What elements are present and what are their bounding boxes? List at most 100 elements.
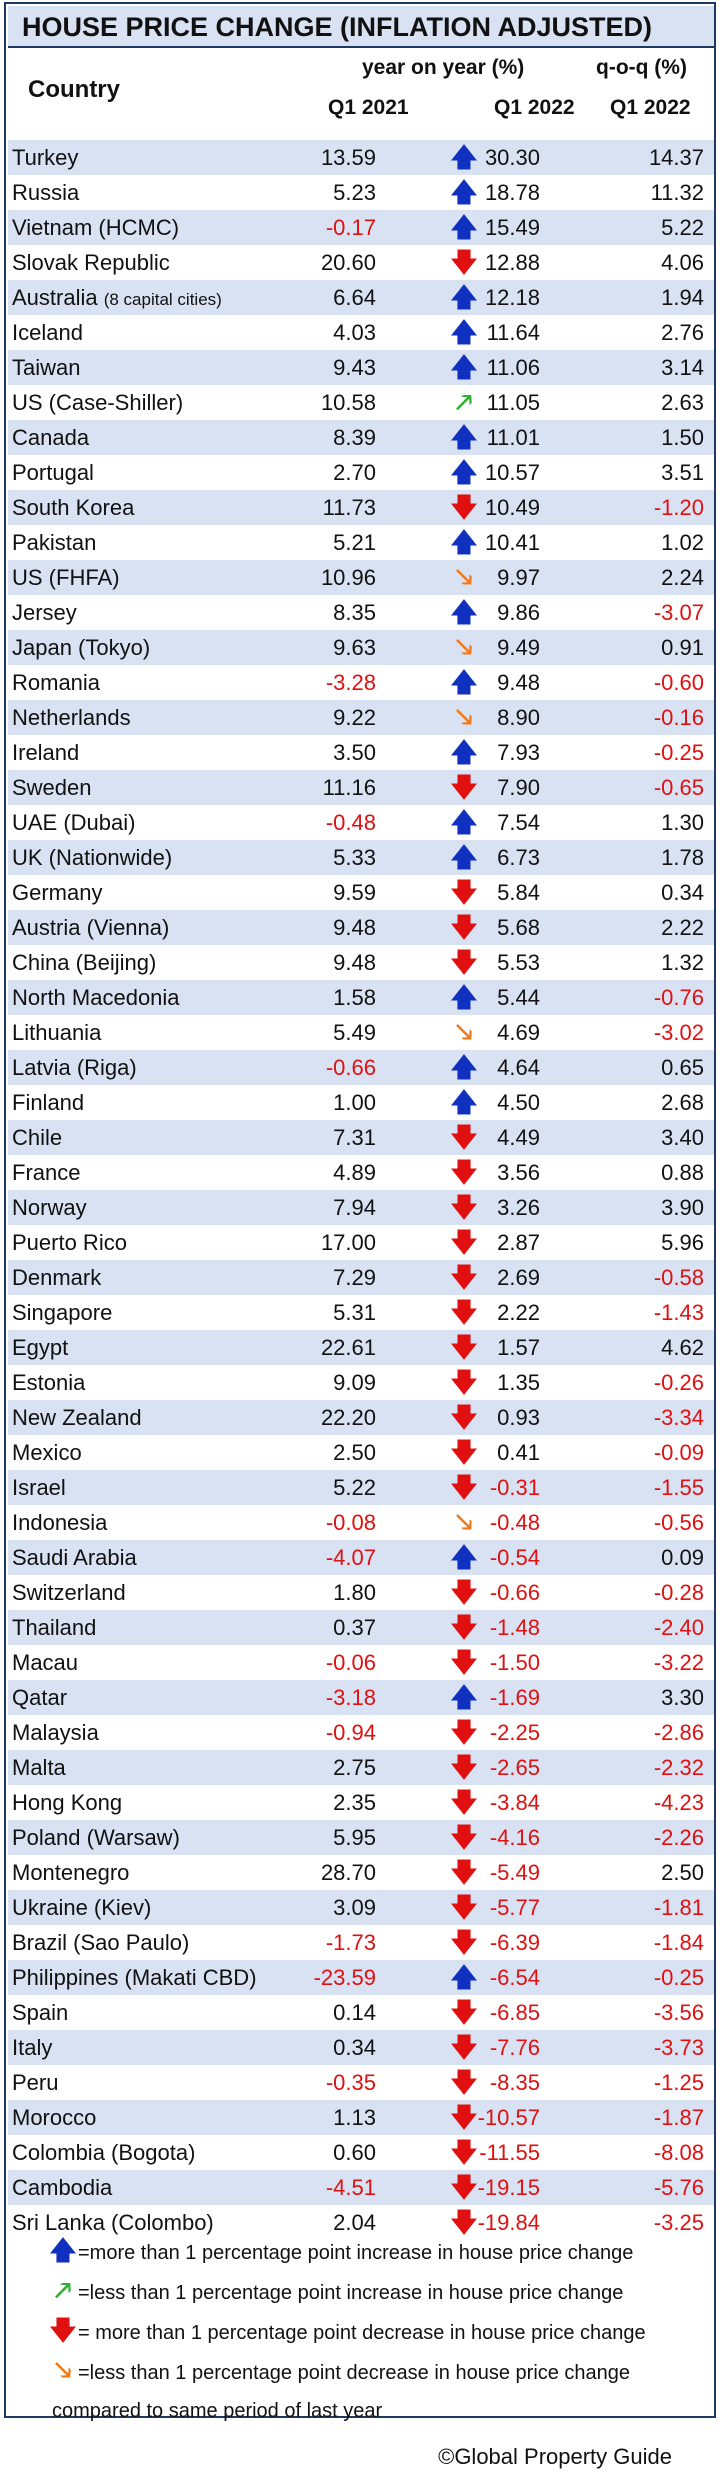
country-name: Israel <box>12 1475 66 1500</box>
arrow-down-icon: 🡇 <box>450 1402 478 1432</box>
country-name: Vietnam (HCMC) <box>12 215 180 240</box>
yoy-2022-cell: 1.35 <box>497 1370 540 1395</box>
country-cell: Ireland <box>12 735 79 770</box>
legend: 🡅=more than 1 percentage point increase … <box>8 2230 714 2422</box>
qoq-cell: 3.40 <box>661 1125 704 1150</box>
arrow-up-icon: 🡅 <box>450 982 478 1012</box>
yoy-2022-cell: 8.90 <box>497 705 540 730</box>
country-name: Germany <box>12 880 103 905</box>
yoy-2021-cell: 11.73 <box>322 495 376 520</box>
table-row: Pakistan 5.21 🡅 10.41 1.02 <box>8 525 714 560</box>
qoq-cell: -0.60 <box>653 670 704 695</box>
yoy-2022-cell: -19.15 <box>477 2175 540 2200</box>
arrow-down-icon: 🡇 <box>450 1717 478 1747</box>
arrow-up-icon: 🡅 <box>450 457 478 487</box>
yoy-2021-cell: 0.34 <box>333 2035 376 2060</box>
yoy-2022-cell: -7.76 <box>489 2035 540 2060</box>
yoy-2022-cell: 0.41 <box>497 1440 540 1465</box>
header-q1-2021: Q1 2021 <box>328 96 409 119</box>
country-name: South Korea <box>12 495 135 520</box>
country-cell: South Korea <box>12 490 134 525</box>
table-row: UK (Nationwide) 5.33 🡅 6.73 1.78 <box>8 840 714 875</box>
arrow-down-icon: 🡇 <box>49 2315 77 2345</box>
country-name: Russia <box>12 180 80 205</box>
arrow-down-right-icon: 🡖 <box>455 632 473 662</box>
arrow-down-icon: 🡇 <box>450 1647 478 1677</box>
country-cell: Philippines (Makati CBD) <box>12 1960 257 1995</box>
country-cell: Taiwan <box>12 350 80 385</box>
country-cell: China (Beijing) <box>12 945 156 980</box>
legend-label-slight-down: =less than 1 percentage point decrease i… <box>78 2362 631 2384</box>
country-cell: Denmark <box>12 1260 101 1295</box>
yoy-2021-cell: 28.70 <box>320 1860 376 1885</box>
arrow-down-icon: 🡇 <box>450 2207 478 2237</box>
yoy-2021-cell: -0.35 <box>325 2070 376 2095</box>
country-cell: Thailand <box>12 1610 96 1645</box>
table-row: Ireland 3.50 🡅 7.93 -0.25 <box>8 735 714 770</box>
table-row: Austria (Vienna) 9.48 🡇 5.68 2.22 <box>8 910 714 945</box>
qoq-cell: -2.26 <box>653 1825 704 1850</box>
qoq-cell: -2.40 <box>653 1615 704 1640</box>
country-cell: Mexico <box>12 1435 82 1470</box>
country-cell: Norway <box>12 1190 87 1225</box>
yoy-2021-cell: -4.51 <box>325 2175 376 2200</box>
country-name: UAE (Dubai) <box>12 810 136 835</box>
country-cell: Hong Kong <box>12 1785 122 1820</box>
country-cell: Malaysia <box>12 1715 99 1750</box>
yoy-2021-cell: 3.50 <box>333 740 376 765</box>
yoy-2021-cell: -4.07 <box>325 1545 376 1570</box>
country-name: Estonia <box>12 1370 86 1395</box>
yoy-2022-cell: -6.54 <box>489 1965 540 1990</box>
yoy-2022-cell: -0.54 <box>489 1545 540 1570</box>
arrow-down-icon: 🡇 <box>450 2032 478 2062</box>
qoq-cell: 1.50 <box>661 425 704 450</box>
table-row: Peru -0.35 🡇 -8.35 -1.25 <box>8 2065 714 2100</box>
country-name: Portugal <box>12 460 94 485</box>
country-name: Morocco <box>12 2105 97 2130</box>
qoq-cell: -3.73 <box>653 2035 704 2060</box>
yoy-2021-cell: 22.61 <box>320 1335 376 1360</box>
yoy-2022-cell: 5.84 <box>497 880 540 905</box>
country-cell: Germany <box>12 875 102 910</box>
yoy-2021-cell: 5.95 <box>333 1825 376 1850</box>
qoq-cell: 1.32 <box>661 950 704 975</box>
country-name: Montenegro <box>12 1860 130 1885</box>
qoq-cell: -2.32 <box>653 1755 704 1780</box>
yoy-2021-cell: -3.18 <box>325 1685 376 1710</box>
yoy-2022-cell: 5.53 <box>497 950 540 975</box>
country-name: Taiwan <box>12 355 81 380</box>
qoq-cell: 0.34 <box>661 880 704 905</box>
country-cell: US (FHFA) <box>12 560 120 595</box>
country-cell: Qatar <box>12 1680 67 1715</box>
yoy-2022-cell: 4.64 <box>497 1055 540 1080</box>
country-cell: Portugal <box>12 455 94 490</box>
yoy-2021-cell: 13.59 <box>320 145 376 170</box>
arrow-down-icon: 🡇 <box>450 1122 478 1152</box>
qoq-cell: 3.51 <box>661 460 704 485</box>
country-cell: Iceland <box>12 315 83 350</box>
country-cell: Montenegro <box>12 1855 129 1890</box>
arrow-down-icon: 🡇 <box>450 1332 478 1362</box>
country-name: Spain <box>12 2000 69 2025</box>
arrow-up-icon: 🡅 <box>450 737 478 767</box>
country-cell: Morocco <box>12 2100 96 2135</box>
yoy-2022-cell: -8.35 <box>489 2070 540 2095</box>
yoy-2022-cell: -1.69 <box>489 1685 540 1710</box>
country-cell: Finland <box>12 1085 84 1120</box>
qoq-cell: -3.34 <box>653 1405 704 1430</box>
arrow-up-icon: 🡅 <box>450 212 478 242</box>
qoq-cell: -4.23 <box>653 1790 704 1815</box>
table-row: Slovak Republic 20.60 🡇 12.88 4.06 <box>8 245 714 280</box>
country-name: Mexico <box>12 1440 82 1465</box>
yoy-2022-cell: 10.41 <box>484 530 540 555</box>
country-cell: Brazil (Sao Paulo) <box>12 1925 189 1960</box>
page-title: HOUSE PRICE CHANGE (INFLATION ADJUSTED) <box>8 6 714 48</box>
qoq-cell: 0.09 <box>661 1545 704 1570</box>
qoq-cell: 2.50 <box>661 1860 704 1885</box>
table-row: Romania -3.28 🡅 9.48 -0.60 <box>8 665 714 700</box>
table-row: Indonesia -0.08 🡖 -0.48 -0.56 <box>8 1505 714 1540</box>
yoy-2022-cell: 4.49 <box>497 1125 540 1150</box>
yoy-2021-cell: -0.17 <box>325 215 376 240</box>
header-yoy: year on year (%) <box>362 56 525 79</box>
yoy-2022-cell: -10.57 <box>477 2105 540 2130</box>
